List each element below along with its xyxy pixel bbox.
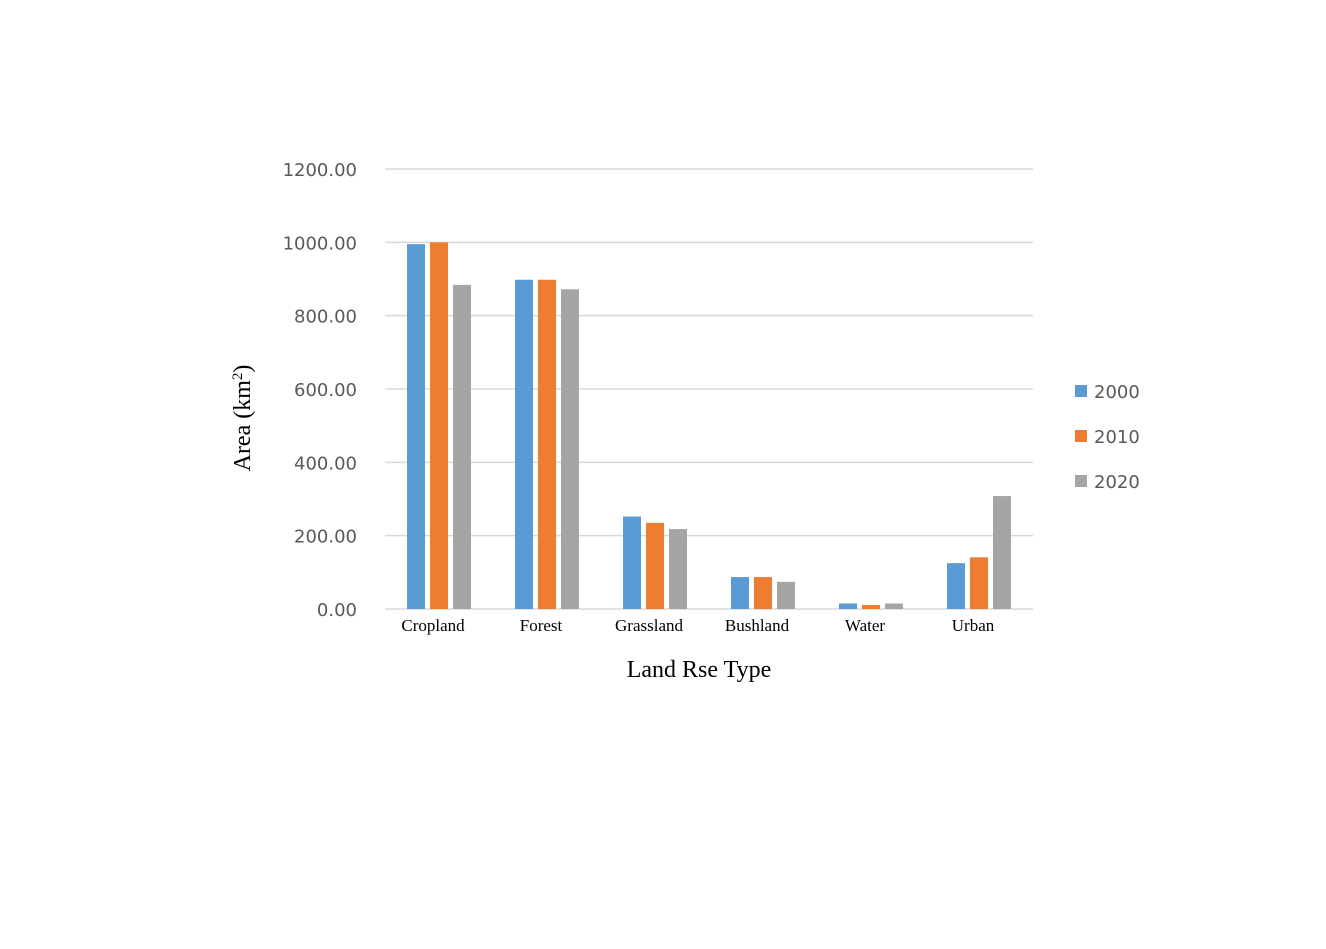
bar-grassland-2020 xyxy=(669,529,687,609)
x-tick-label: Water xyxy=(845,616,885,635)
legend-label: 2020 xyxy=(1094,472,1140,493)
bar-cropland-2020 xyxy=(453,284,471,609)
y-tick-label: 400.00 xyxy=(294,453,357,474)
bar-urban-2000 xyxy=(947,563,965,609)
y-tick-label: 1200.00 xyxy=(283,160,357,181)
y-axis-ticks: 0.00 200.00 400.00 600.00 800.00 1000.00 1200.… xyxy=(283,160,357,621)
x-tick-label: Urban xyxy=(952,616,995,635)
x-tick-label: Bushland xyxy=(725,616,790,635)
bar-water-2010 xyxy=(862,604,880,609)
bar-bushland-2010 xyxy=(754,577,772,609)
legend: 2000 2010 2020 xyxy=(1075,382,1140,493)
bar-urban-2020 xyxy=(993,496,1011,609)
y-axis-title-superscript: 2 xyxy=(230,373,246,381)
bar-water-2020 xyxy=(885,603,903,609)
y-tick-label: 800.00 xyxy=(294,307,357,328)
y-tick-label: 1000.00 xyxy=(283,233,357,254)
gridlines xyxy=(385,168,1033,610)
bar-cropland-2010 xyxy=(430,242,448,610)
bar-water-2000 xyxy=(839,603,857,609)
legend-label: 2000 xyxy=(1094,382,1140,403)
bar-forest-2020 xyxy=(561,289,579,609)
y-tick-label: 200.00 xyxy=(294,527,357,548)
legend-swatch xyxy=(1075,430,1087,442)
x-tick-label: Cropland xyxy=(401,616,465,635)
legend-swatch xyxy=(1075,475,1087,487)
x-tick-label: Forest xyxy=(520,616,563,635)
y-axis-title-prefix: Area (km xyxy=(230,380,256,472)
x-axis-ticks: Cropland Forest Grassland Bushland Water Urba… xyxy=(401,616,994,635)
bar-grassland-2000 xyxy=(623,516,641,609)
y-axis-title-suffix: ) xyxy=(230,365,256,373)
bar-bushland-2000 xyxy=(731,577,749,609)
x-tick-label: Grassland xyxy=(615,616,683,635)
x-axis-title: Land Rse Type xyxy=(627,657,772,683)
bars xyxy=(407,242,1011,610)
y-tick-label: 600.00 xyxy=(294,380,357,401)
bar-grassland-2010 xyxy=(646,522,664,609)
legend-label: 2010 xyxy=(1094,427,1140,448)
bar-cropland-2000 xyxy=(407,244,425,609)
bar-urban-2010 xyxy=(970,557,988,609)
bar-forest-2010 xyxy=(538,279,556,609)
y-axis-title: Area (km2) xyxy=(230,365,256,472)
legend-swatch xyxy=(1075,385,1087,397)
y-tick-label: 0.00 xyxy=(317,600,357,621)
bar-bushland-2020 xyxy=(777,581,795,609)
bar-forest-2000 xyxy=(515,279,533,609)
